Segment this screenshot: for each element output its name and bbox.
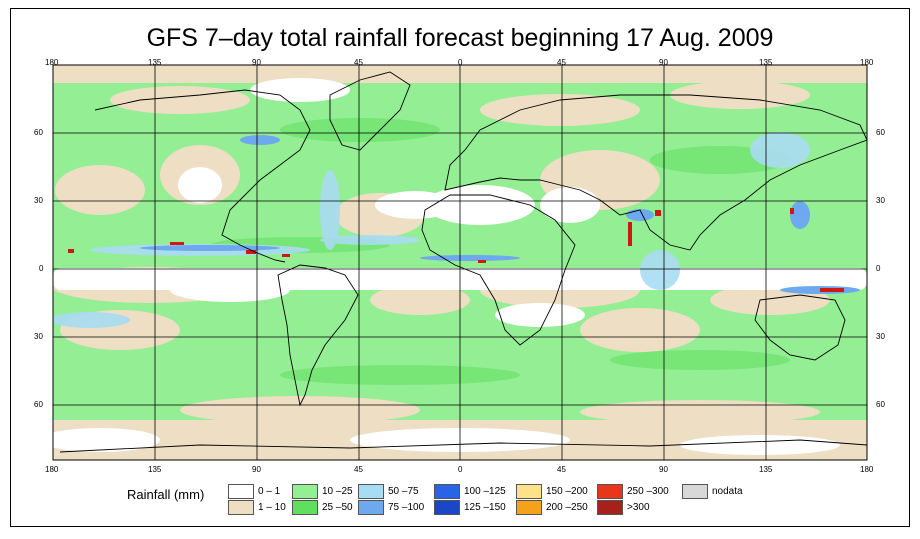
- bottom-tick-label: 90: [659, 465, 668, 474]
- coastlines: [59, 71, 867, 453]
- bottom-tick-label: 135: [148, 465, 162, 474]
- legend-label: 150 –200: [546, 486, 588, 497]
- left-tick-label: 0: [39, 264, 44, 273]
- legend-label: 1 – 10: [258, 502, 286, 513]
- rainfall-field: [53, 65, 867, 460]
- legend-label: 100 –125: [464, 486, 506, 497]
- greenland-outline: [329, 71, 411, 151]
- legend-label: 50 –75: [388, 486, 419, 497]
- legend-swatch: [434, 500, 460, 515]
- top-tick-label: 135: [759, 58, 773, 67]
- legend-swatch: [597, 484, 623, 499]
- top-tick-label: 180: [45, 58, 59, 67]
- legend-label: 250 –300: [627, 486, 669, 497]
- australia-outline: [754, 294, 846, 361]
- legend-label: 10 –25: [322, 486, 353, 497]
- top-tick-label: 0: [458, 58, 463, 67]
- legend-label: 200 –250: [546, 502, 588, 513]
- bottom-tick-label: 180: [860, 465, 874, 474]
- bottom-tick-label: 180: [45, 465, 59, 474]
- right-tick-label: 60: [876, 128, 885, 137]
- right-tick-label: 60: [876, 400, 885, 409]
- right-tick-label: 0: [876, 264, 881, 273]
- legend-label: 25 –50: [322, 502, 353, 513]
- bottom-tick-label: 45: [557, 465, 566, 474]
- legend-swatch: [228, 500, 254, 515]
- legend-swatch: [358, 500, 384, 515]
- top-tick-label: 90: [659, 58, 668, 67]
- legend-swatch: [516, 484, 542, 499]
- legend-label: 125 –150: [464, 502, 506, 513]
- legend-swatch: [434, 484, 460, 499]
- top-tick-label: 180: [860, 58, 874, 67]
- legend-swatch: [516, 500, 542, 515]
- top-tick-label: 45: [354, 58, 363, 67]
- top-tick-label: 135: [148, 58, 162, 67]
- bottom-tick-label: 135: [759, 465, 773, 474]
- legend-swatch: [682, 484, 708, 499]
- map-border: [52, 64, 868, 461]
- bottom-tick-label: 0: [458, 465, 463, 474]
- legend-swatch: [228, 484, 254, 499]
- north-america-outline: [94, 89, 311, 263]
- eurasia-outline: [444, 94, 867, 251]
- left-tick-label: 60: [34, 128, 43, 137]
- africa-outline: [421, 194, 576, 346]
- top-tick-label: 45: [557, 58, 566, 67]
- right-tick-label: 30: [876, 332, 885, 341]
- legend-swatch: [292, 484, 318, 499]
- legend-label: >300: [627, 502, 650, 513]
- legend-swatch: [358, 484, 384, 499]
- antarctica-outline: [59, 439, 867, 453]
- legend-label: nodata: [712, 486, 743, 497]
- legend-label: 0 – 1: [258, 486, 281, 497]
- right-tick-label: 30: [876, 196, 885, 205]
- south-america-outline: [277, 264, 359, 407]
- legend-label: 75 –100: [388, 502, 425, 513]
- left-tick-label: 30: [34, 332, 43, 341]
- legend-title: Rainfall (mm): [127, 487, 205, 502]
- graticule: [53, 65, 867, 460]
- legend-swatch: [597, 500, 623, 515]
- bottom-tick-label: 45: [354, 465, 363, 474]
- top-tick-label: 90: [252, 58, 261, 67]
- left-tick-label: 30: [34, 196, 43, 205]
- heavy-rain-cells: [68, 208, 844, 292]
- legend-swatch: [292, 500, 318, 515]
- bottom-tick-label: 90: [252, 465, 261, 474]
- map-title: GFS 7–day total rainfall forecast beginn…: [146, 24, 774, 52]
- left-tick-label: 60: [34, 400, 43, 409]
